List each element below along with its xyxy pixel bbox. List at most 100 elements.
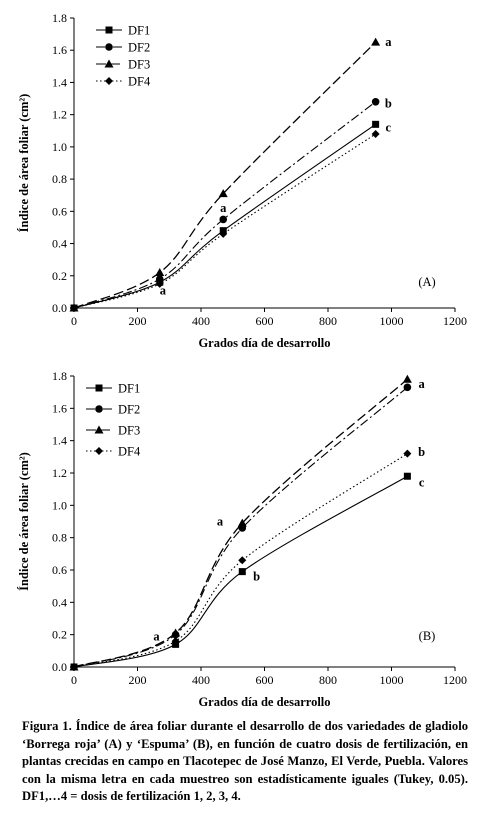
y-tick-label: 0.8 [52,172,67,186]
x-tick-label: 400 [192,673,210,687]
y-tick-label: 1.4 [52,434,67,448]
y-tick-label: 0.4 [52,237,67,251]
significance-letter: a [419,377,426,391]
significance-letter: b [253,569,260,583]
data-point [403,383,412,392]
x-tick-label: 400 [192,314,210,328]
data-point [219,215,228,224]
y-tick-label: 0.2 [52,269,67,283]
y-tick-label: 0.0 [52,660,67,674]
y-tick-label: 1.0 [52,140,67,154]
legend-marker [95,447,103,455]
x-tick-label: 1200 [443,314,467,328]
series-line-df3 [73,378,408,668]
series-line-df1 [73,123,376,309]
significance-letter: a [217,515,224,529]
series-line-df2 [73,101,376,309]
data-point [155,275,164,283]
y-tick-label: 0.6 [52,204,67,218]
data-point [171,637,180,646]
legend-label: DF3 [128,58,150,72]
data-point [219,229,228,238]
x-tick-label: 800 [319,314,337,328]
data-point [155,268,165,277]
legend-label: DF1 [118,382,140,396]
x-tick-label: 600 [256,314,274,328]
y-tick-label: 0.6 [52,563,67,577]
legend-marker [95,384,103,392]
x-tick-label: 600 [256,673,274,687]
y-tick-label: 1.6 [52,401,67,415]
data-point [70,304,78,312]
x-tick-label: 200 [129,314,147,328]
x-tick-label: 0 [71,673,77,687]
y-tick-label: 1.8 [52,11,67,25]
significance-letter: b [418,445,425,459]
series-line-df3 [73,41,377,309]
legend: DF1 DF2 DF3 DF4 [86,382,141,459]
legend-label: DF2 [118,403,140,417]
y-tick-label: 0.8 [52,531,67,545]
legend-marker [94,425,104,434]
data-point [371,97,380,106]
data-point [171,628,181,637]
significance-letter: c [419,476,425,490]
x-tick-label: 0 [71,314,77,328]
chart-b: 0.0 0.2 0.4 0.6 0.8 1.0 1.2 1.4 1.6 1.8 0 200 400 600… [17,369,467,709]
y-tick-label: 1.4 [52,75,67,89]
data-point [237,518,247,527]
significance-letter: a [153,629,160,643]
y-axis-label: Índice de área foliar (cm²) [17,94,31,233]
data-point [238,568,246,576]
significance-letter: c [386,121,392,135]
data-point [238,556,247,565]
significance-letter: a [385,35,392,49]
x-tick-label: 1200 [443,673,467,687]
data-point [403,472,411,480]
figure-caption: Figura 1. Índice de área foliar durante … [22,719,468,803]
legend-label: DF1 [128,24,150,38]
panel-label: (B) [419,629,436,643]
y-tick-label: 0.0 [52,301,67,315]
chart-a: 0.0 0.2 0.4 0.6 0.8 1.0 1.2 1.4 1.6 1.8 0 200 400 600… [17,11,467,350]
x-axis-label: Grados día de desarrollo [198,336,330,350]
series-df4 [70,449,412,671]
legend-marker [105,43,113,51]
significance-letter: a [220,201,227,215]
significance-letter: b [385,96,392,110]
series-df3 [69,37,381,312]
legend-marker [95,405,103,413]
x-tick-label: 1000 [380,314,404,328]
y-tick-label: 1.6 [52,43,67,57]
x-tick-label: 200 [129,673,147,687]
data-point [70,663,78,671]
data-point [155,279,164,288]
legend-label: DF4 [128,75,151,89]
data-point [372,120,380,128]
data-point [371,37,381,46]
significance-letter: a [160,283,167,297]
legend-marker [105,26,113,34]
x-axis-label: Grados día de desarrollo [198,695,330,709]
data-point [218,189,228,198]
legend: DF1 DF2 DF3 DF4 [96,24,151,89]
y-tick-label: 0.2 [52,628,67,642]
y-tick-label: 0.4 [52,595,67,609]
y-tick-label: 1.0 [52,498,67,512]
legend-marker [105,77,113,85]
y-tick-label: 1.2 [52,466,67,480]
legend-marker [104,59,114,68]
panel-label: (A) [418,275,435,289]
data-point [371,130,380,138]
series-df1 [70,472,411,671]
x-tick-label: 800 [319,673,337,687]
data-point [403,449,412,458]
series-line-df1 [73,475,408,668]
x-tick-label: 1000 [380,673,404,687]
y-tick-label: 1.2 [52,108,67,122]
y-axis-label: Índice de área foliar (cm²) [17,452,31,591]
legend-label: DF2 [128,41,150,55]
series-df4 [70,130,380,312]
y-tick-label: 1.8 [52,369,67,383]
legend-label: DF3 [118,424,140,438]
